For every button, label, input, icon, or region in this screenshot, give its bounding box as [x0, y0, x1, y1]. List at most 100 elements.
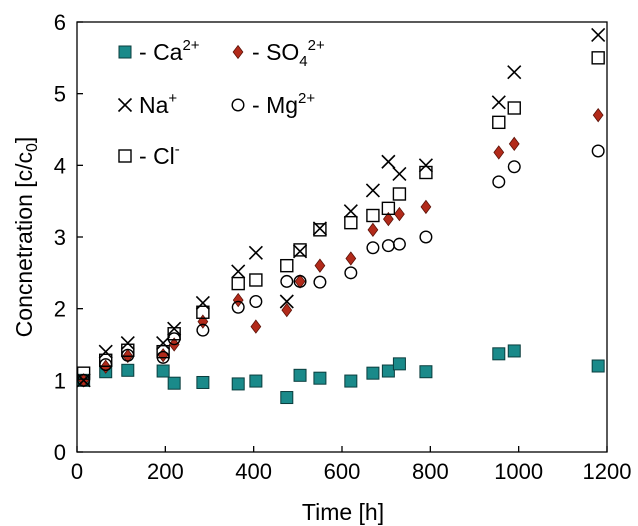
legend-label-so4: - SO42+	[252, 37, 325, 70]
legend-dash: -	[139, 143, 153, 169]
legend: - Ca2+ - SO42+Na+ - Mg2+- Cl-	[117, 37, 325, 169]
data-point-na	[591, 27, 606, 42]
legend-label-ca: - Ca2+	[139, 37, 200, 65]
data-point-na	[156, 336, 171, 351]
data-point-so4	[493, 145, 505, 160]
plot-area-border	[76, 21, 608, 453]
data-point-ca	[156, 364, 170, 378]
x-tick-label: 800	[412, 459, 449, 484]
legend-item-ca: - Ca2+	[118, 37, 200, 65]
x-tick-label: 400	[235, 459, 272, 484]
data-point-mg	[77, 373, 91, 387]
data-point-na	[392, 166, 407, 181]
legend-ion: SO	[266, 39, 299, 65]
data-point-cl	[293, 243, 307, 257]
legend-superscript: +	[168, 90, 177, 107]
y-tick-label: 5	[54, 82, 66, 107]
data-point-cl	[366, 208, 380, 223]
data-point-ca	[231, 377, 245, 391]
series-na	[76, 27, 606, 388]
legend-dash: -	[252, 92, 266, 118]
data-point-mg	[293, 274, 307, 288]
data-point-na	[167, 321, 182, 336]
x-tick-label: 200	[147, 459, 184, 484]
data-point-ca	[419, 365, 433, 379]
data-point-so4	[314, 258, 326, 273]
data-point-mg	[196, 323, 210, 337]
data-point-cl	[249, 273, 263, 287]
y-axis-label-subscript: 0	[24, 143, 41, 152]
legend-marker-na	[117, 97, 133, 113]
data-point-mg	[392, 237, 406, 251]
data-point-cl	[591, 51, 605, 65]
data-point-so4	[420, 199, 432, 215]
data-point-cl	[196, 305, 210, 319]
data-point-ca	[392, 357, 406, 371]
x-tick-label: 0	[71, 459, 83, 484]
data-point-na	[343, 204, 358, 219]
data-point-na	[120, 336, 135, 351]
legend-ion: Mg	[266, 92, 298, 118]
x-axis-label: Time [h]	[302, 499, 384, 525]
data-point-so4	[232, 292, 244, 308]
data-point-mg	[366, 241, 380, 255]
data-point-mg	[419, 230, 433, 244]
data-point-ca	[492, 347, 506, 361]
data-point-cl	[419, 165, 433, 180]
legend-superscript: -	[175, 141, 180, 158]
data-point-cl	[121, 343, 135, 357]
legend-item-so4: - SO42+	[232, 37, 325, 70]
data-point-mg	[381, 239, 395, 253]
legend-item-cl: - Cl-	[118, 141, 180, 169]
data-point-mg	[591, 144, 605, 158]
data-point-so4	[394, 206, 405, 222]
legend-label-cl: - Cl-	[139, 141, 180, 169]
legend-subscript: 4	[299, 53, 307, 70]
data-point-ca	[196, 375, 210, 389]
data-point-so4	[367, 222, 379, 237]
y-axis-label-end: ]	[11, 137, 37, 143]
data-point-cl	[156, 344, 170, 359]
data-point-mg	[249, 295, 263, 309]
data-point-ca	[381, 364, 395, 378]
data-point-mg	[280, 274, 294, 288]
data-point-so4	[157, 348, 169, 363]
data-point-mg	[313, 275, 327, 289]
legend-marker-mg	[231, 98, 245, 112]
axis-ticks	[76, 21, 608, 453]
data-point-ca	[121, 363, 135, 377]
legend-ion: Na	[139, 92, 169, 118]
data-point-cl	[99, 353, 113, 367]
data-point-ca	[167, 376, 181, 390]
x-tick-label: 1000	[494, 459, 543, 484]
data-point-mg	[344, 266, 358, 280]
y-tick-label: 1	[54, 368, 66, 393]
data-point-cl	[313, 223, 327, 237]
data-point-na	[365, 183, 380, 198]
y-tick-label: 0	[54, 440, 66, 465]
legend-marker-cl	[118, 149, 132, 163]
data-point-cl	[231, 276, 245, 291]
data-point-mg	[492, 175, 506, 189]
data-point-na	[231, 264, 246, 279]
data-points	[76, 27, 606, 405]
data-point-ca	[249, 374, 263, 388]
y-tick-label: 2	[54, 297, 66, 322]
legend-superscript: 2+	[308, 37, 325, 54]
data-point-cl	[392, 187, 407, 201]
data-point-na	[507, 65, 522, 80]
legend-dash: -	[139, 39, 153, 65]
legend-ion: Cl	[153, 143, 175, 169]
data-point-na	[381, 154, 396, 169]
legend-superscript: 2+	[182, 37, 199, 54]
y-axis-label-main: Concnetration [c/c	[11, 152, 37, 337]
data-point-ca	[344, 374, 358, 388]
data-point-na	[98, 344, 113, 359]
data-point-ca	[507, 344, 521, 358]
data-point-mg	[507, 160, 521, 174]
data-point-ca	[591, 359, 605, 373]
data-point-ca	[293, 368, 307, 382]
data-point-so4	[508, 136, 520, 151]
series-cl	[76, 51, 605, 380]
